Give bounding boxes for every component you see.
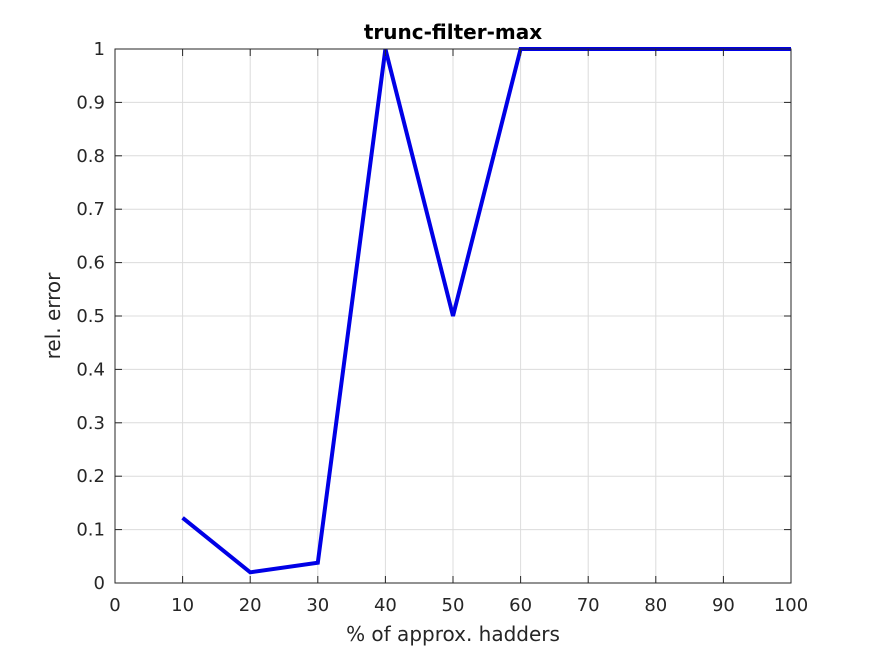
x-tick-label: 60 — [509, 595, 532, 616]
y-tick-label: 0.1 — [76, 520, 105, 541]
y-tick-label: 0 — [94, 573, 105, 594]
y-tick-label: 0.6 — [76, 253, 105, 274]
y-tick-label: 0.3 — [76, 413, 105, 434]
y-tick-label: 0.8 — [76, 146, 105, 167]
y-tick-label: 0.4 — [76, 359, 105, 380]
y-tick-label: 1 — [94, 39, 105, 60]
y-axis-label: rel. error — [41, 272, 65, 360]
y-tick-label: 0.2 — [76, 466, 105, 487]
x-axis-label: % of approx. hadders — [346, 622, 560, 646]
x-tick-label: 0 — [109, 595, 120, 616]
ticks — [114, 48, 792, 584]
x-tick-label: 70 — [577, 595, 600, 616]
x-tick-label: 10 — [171, 595, 194, 616]
x-tick-label: 90 — [712, 595, 735, 616]
x-tick-label: 20 — [239, 595, 262, 616]
tick-labels: 0 10 20 30 40 50 60 70 80 90 100 0 0.1 0.2 0.3 0.4 0.5 0.… — [76, 39, 808, 616]
y-tick-label: 0.9 — [76, 92, 105, 113]
y-tick-label: 0.5 — [76, 306, 105, 327]
x-tick-label: 30 — [306, 595, 329, 616]
x-tick-label: 40 — [374, 595, 397, 616]
x-tick-label: 100 — [774, 595, 808, 616]
chart-title: trunc-filter-max — [364, 20, 542, 44]
y-tick-label: 0.7 — [76, 199, 105, 220]
x-tick-label: 50 — [442, 595, 465, 616]
x-tick-label: 80 — [644, 595, 667, 616]
